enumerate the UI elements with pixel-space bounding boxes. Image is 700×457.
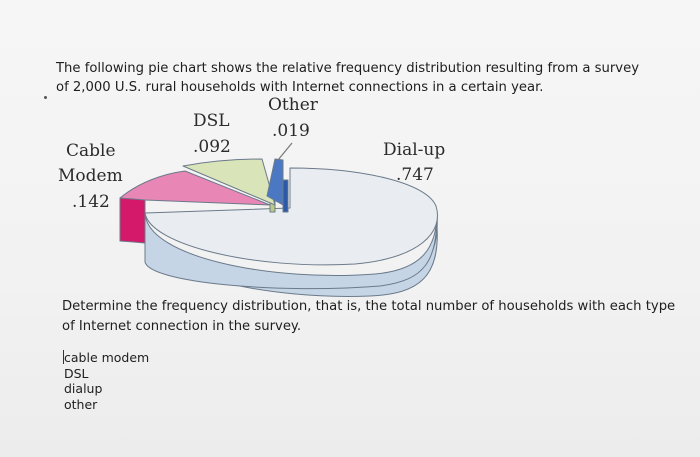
intro-line-2: of 2,000 U.S. rural households with Inte… [56,80,544,95]
question-line-1: Determine the frequency distribution, th… [62,299,676,314]
question-text: Determine the frequency distribution, th… [62,297,682,337]
value-cable: .142 [72,192,110,212]
question-line-2: of Internet connection in the survey. [62,319,302,334]
value-other: .019 [272,121,310,141]
cable-slice-side [119,197,146,244]
label-dsl: DSL [193,111,230,131]
label-dialup: Dial-up [383,140,445,160]
answer-list[interactable]: cable modem DSL dialup other [64,350,149,412]
answer-other[interactable]: other [64,396,98,412]
value-dialup: .747 [396,165,434,185]
dsl-slice-top [182,158,276,206]
answer-dialup[interactable]: dialup [64,381,103,396]
answer-dsl[interactable]: DSL [64,365,89,381]
intro-text: The following pie chart shows the relati… [56,59,676,97]
cable-slice-top [119,170,271,206]
answer-cable-modem[interactable]: cable modem [64,350,150,365]
label-other: Other [268,95,319,115]
label-modem: Modem [58,166,123,186]
other-slice-top [266,158,284,206]
intro-line-1: The following pie chart shows the relati… [56,61,640,76]
label-cable: Cable [66,141,116,161]
other-slice-side [282,179,289,213]
value-dsl: .092 [193,137,231,157]
other-leader-line [277,142,293,161]
dialup-slice-top [144,167,438,266]
text-cursor [63,350,64,364]
bullet-dot [44,96,47,99]
